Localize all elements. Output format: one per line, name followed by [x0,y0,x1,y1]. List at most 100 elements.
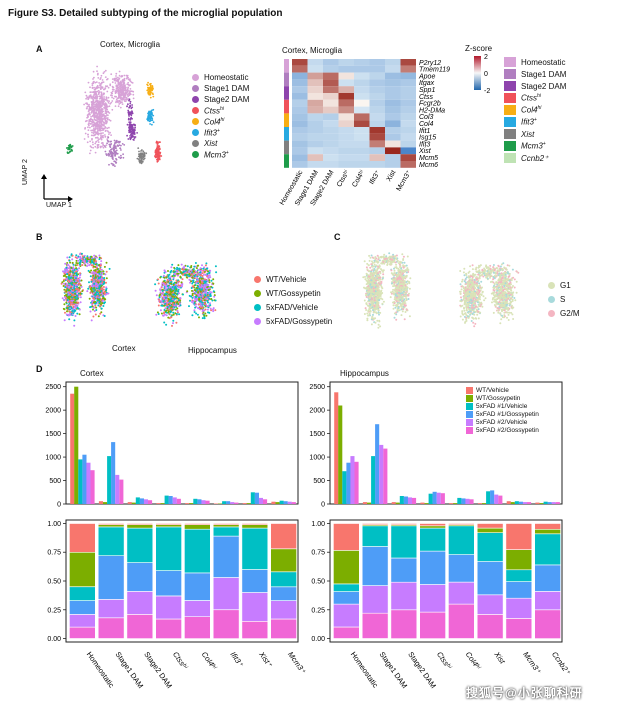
umap-point [211,299,214,302]
umap-point [196,288,199,291]
umap-point [103,277,106,279]
heatmap-cell [292,59,308,66]
umap-point [152,121,155,124]
umap-point [164,302,167,305]
umap-point [105,261,108,264]
umap-point [368,299,370,302]
umap-point [106,118,109,121]
umap-point [147,81,149,84]
umap-point [96,109,98,112]
umap-point [111,96,113,99]
umap-point [80,257,83,260]
umap-point [108,126,110,129]
umap-point [131,106,134,109]
umap-point [148,93,151,96]
umap-point [68,256,71,259]
heatmap-cell [307,65,323,73]
umap-point [85,94,88,97]
umap-point [124,91,127,94]
umap-point [157,151,160,154]
umap-point [365,266,368,269]
umap-point [64,270,67,273]
heatmap-cell [385,140,401,148]
umap-point [74,284,77,287]
heatmap-cell [307,127,323,134]
umap-point [373,310,376,313]
umap-point [132,93,135,96]
umap-point [109,119,112,122]
umap-point [366,304,369,307]
umap-point [71,254,74,257]
umap-point [102,146,105,149]
umap-point [95,99,98,102]
umap-point [107,111,109,113]
umap-point [89,263,92,266]
umap-point [204,264,207,267]
umap-point [95,108,97,110]
umap-point [151,85,153,88]
umap-point [70,145,72,148]
heatmap-cell [400,93,416,100]
umap-point [183,265,186,268]
umap-point [203,309,206,312]
umap-point [117,145,119,147]
umap-point [70,276,73,279]
heatmap-cell [400,113,416,121]
umap-point [120,144,122,147]
umap-point [72,276,75,279]
umap-point [114,77,116,80]
umap-point [92,301,95,304]
umap-point [149,119,152,122]
umap-point [87,96,89,99]
umap-point [212,278,215,281]
umap-point [92,262,95,265]
umap-point [168,302,171,305]
heatmap-cell [354,59,370,66]
legend-label: Col4hi [521,105,542,115]
umap-point [170,300,173,302]
umap-point [108,143,111,146]
umap-point [94,265,97,268]
umap-point [175,279,178,282]
umap-point [367,309,370,312]
umap-point [96,124,99,126]
umap-point [73,303,75,306]
umap-point [108,100,110,103]
umap-point [95,272,98,275]
umap-point [152,108,155,111]
umap-point [162,282,165,285]
umap-point [94,142,97,145]
umap-point [163,304,166,307]
umap-point [120,75,123,78]
umap-point [203,283,206,286]
legend-label: Col4hi [204,116,225,127]
legend-swatch [192,107,199,114]
umap-point [168,307,171,310]
umap-point [176,301,179,304]
heatmap-annotation [284,99,289,114]
umap-point [142,150,145,153]
umap-point [196,313,199,316]
umap-point [107,131,110,133]
umap-point [101,129,103,132]
umap-point [98,91,100,94]
umap-point [117,97,119,100]
umap-point [157,156,160,158]
umap-point [68,265,71,268]
umap-point [172,307,175,310]
umap-point [90,115,92,118]
umap-point [123,100,126,102]
umap-point [97,315,100,318]
legend-swatch [504,57,516,67]
umap-point [81,264,84,266]
umap-point [99,107,102,109]
umap-point [190,269,193,272]
umap-point [204,273,207,276]
zscore-title: Z-score [465,44,493,53]
umap-point [176,292,179,295]
umap-point [102,143,104,146]
heatmap-column-label: Mcm3⁺ [396,169,414,192]
umap-point [118,70,121,73]
umap-point [209,276,212,279]
umap-point [165,314,168,317]
